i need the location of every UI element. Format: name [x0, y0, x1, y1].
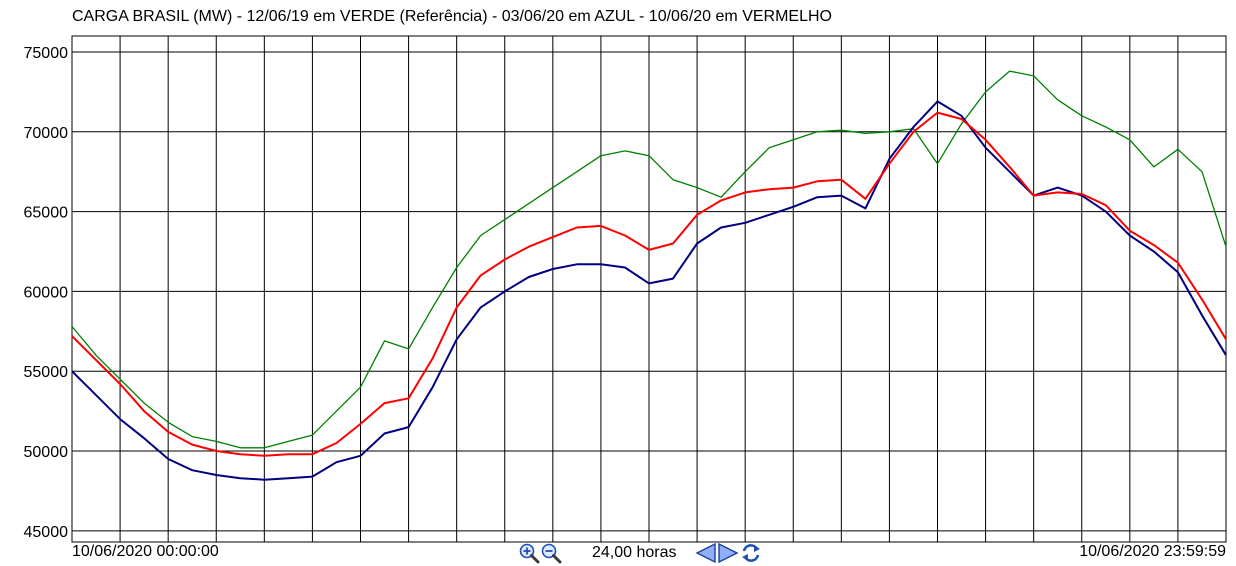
- y-tick-label: 55000: [24, 364, 69, 381]
- zoom-out-icon[interactable]: [540, 542, 562, 564]
- y-tick-label: 70000: [24, 125, 69, 142]
- y-tick-label: 50000: [24, 444, 69, 461]
- series-line-1: [71, 70, 1227, 449]
- horizontal-gridlines: [72, 51, 1226, 532]
- y-tick-label: 60000: [24, 284, 69, 301]
- end-time-label: 10/06/2020 23:59:59: [1079, 543, 1226, 560]
- y-tick-label: 65000: [24, 205, 69, 222]
- arrow-left-icon[interactable]: [694, 542, 717, 564]
- chart-title: CARGA BRASIL (MW) - 12/06/19 em VERDE (R…: [72, 8, 832, 25]
- y-tick-label: 75000: [24, 45, 69, 62]
- refresh-icon[interactable]: [739, 541, 763, 565]
- y-tick-label: 45000: [24, 524, 69, 541]
- series-line-3: [71, 111, 1227, 457]
- time-controls: 24,00 horas: [518, 541, 763, 565]
- vertical-gridlines: [119, 36, 1179, 542]
- y-axis-tick-labels: 45000 50000 55000 60000 65000 70000 75000: [24, 45, 69, 541]
- zoom-in-icon[interactable]: [518, 542, 540, 564]
- time-span-label: 24,00 horas: [592, 544, 677, 561]
- series-lines: [71, 70, 1227, 481]
- start-time-label: 10/06/2020 00:00:00: [72, 543, 219, 560]
- arrow-right-icon[interactable]: [717, 542, 739, 564]
